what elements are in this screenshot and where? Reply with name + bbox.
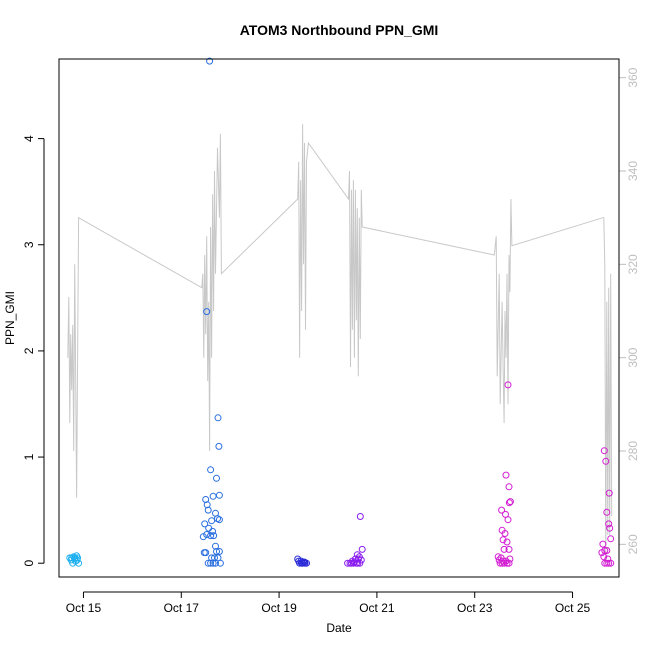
data-point xyxy=(209,492,217,500)
data-point xyxy=(213,474,220,482)
data-point xyxy=(213,548,220,555)
data-point xyxy=(505,559,513,567)
y-tick-label: 3 xyxy=(22,241,36,248)
data-point xyxy=(502,471,510,479)
right-tick-label: 280 xyxy=(626,441,640,461)
right-tick-label: 320 xyxy=(626,254,640,274)
data-point xyxy=(506,498,514,506)
x-tick-label: Oct 21 xyxy=(359,601,395,615)
data-point xyxy=(505,499,513,507)
data-point xyxy=(353,551,361,559)
x-tick-label: Oct 25 xyxy=(555,601,591,615)
axes-layer: Oct 15 Oct 17 Oct 19 Oct 21 Oct 23 Oct 25 0 1 2 3… xyxy=(22,67,640,614)
data-point xyxy=(215,442,223,450)
data-point xyxy=(605,489,613,497)
data-point xyxy=(503,559,511,567)
data-point xyxy=(206,57,214,65)
data-point xyxy=(501,530,509,537)
x-tick-label: Oct 19 xyxy=(261,601,297,615)
data-point xyxy=(203,308,211,316)
data-point xyxy=(200,549,208,557)
data-point xyxy=(505,545,513,553)
data-point xyxy=(503,538,511,546)
right-tick-label: 360 xyxy=(626,67,640,87)
data-point xyxy=(358,545,366,553)
data-point xyxy=(600,553,608,561)
right-tick-label: 260 xyxy=(626,534,640,554)
data-point xyxy=(605,559,613,567)
data-point xyxy=(598,549,606,557)
data-point xyxy=(215,548,223,555)
data-point xyxy=(210,532,218,540)
background-line-layer xyxy=(67,124,613,564)
data-point xyxy=(606,524,614,532)
data-point xyxy=(500,545,508,553)
data-point xyxy=(356,513,364,520)
data-point xyxy=(209,559,217,567)
data-point xyxy=(499,536,507,544)
data-point xyxy=(207,466,215,474)
data-point xyxy=(207,532,215,540)
data-point xyxy=(212,559,219,567)
data-point xyxy=(500,559,508,567)
chart-title: ATOM3 Northbound PPN_GMI xyxy=(240,22,439,38)
data-point xyxy=(607,559,615,567)
data-point xyxy=(204,506,212,514)
x-tick-label: Oct 23 xyxy=(457,601,493,615)
plot-frame xyxy=(58,58,620,578)
y-tick-label: 4 xyxy=(22,135,36,142)
data-point xyxy=(602,457,610,465)
data-point xyxy=(505,483,513,491)
data-point xyxy=(354,559,362,567)
data-point xyxy=(603,559,611,567)
data-point xyxy=(498,559,506,567)
data-point xyxy=(203,501,211,509)
data-point xyxy=(301,558,308,566)
y-tick-label: 0 xyxy=(22,560,36,567)
data-point xyxy=(75,559,83,567)
x-axis-label: Date xyxy=(326,621,352,635)
data-point xyxy=(204,559,212,567)
data-point xyxy=(209,527,217,535)
right-tick-label: 300 xyxy=(626,347,640,367)
right-tick-label: 340 xyxy=(626,161,640,181)
data-point xyxy=(201,520,209,528)
x-tick-label: Oct 15 xyxy=(66,601,102,615)
points-layer xyxy=(66,57,615,567)
data-point xyxy=(498,506,506,514)
data-point xyxy=(356,559,364,567)
data-point xyxy=(208,517,216,525)
data-point xyxy=(199,533,207,541)
data-point xyxy=(215,516,223,524)
data-point xyxy=(496,559,504,567)
y-tick-label: 2 xyxy=(22,347,36,354)
data-point xyxy=(212,542,219,550)
data-point xyxy=(214,414,222,422)
data-point xyxy=(216,559,224,567)
data-point xyxy=(215,491,223,499)
data-point xyxy=(504,516,512,524)
data-point xyxy=(607,535,615,543)
data-point xyxy=(205,524,213,532)
data-point xyxy=(603,508,611,516)
x-tick-label: Oct 17 xyxy=(164,601,200,615)
data-point xyxy=(605,520,613,528)
background-series-line xyxy=(67,124,613,564)
data-point xyxy=(504,381,512,389)
data-point xyxy=(207,559,215,567)
data-point xyxy=(599,540,607,548)
data-point xyxy=(71,554,79,562)
y-axis-label: PPN_GMI xyxy=(3,291,17,345)
data-point xyxy=(600,447,608,455)
y-tick-label: 1 xyxy=(22,453,36,460)
data-point xyxy=(73,556,81,564)
